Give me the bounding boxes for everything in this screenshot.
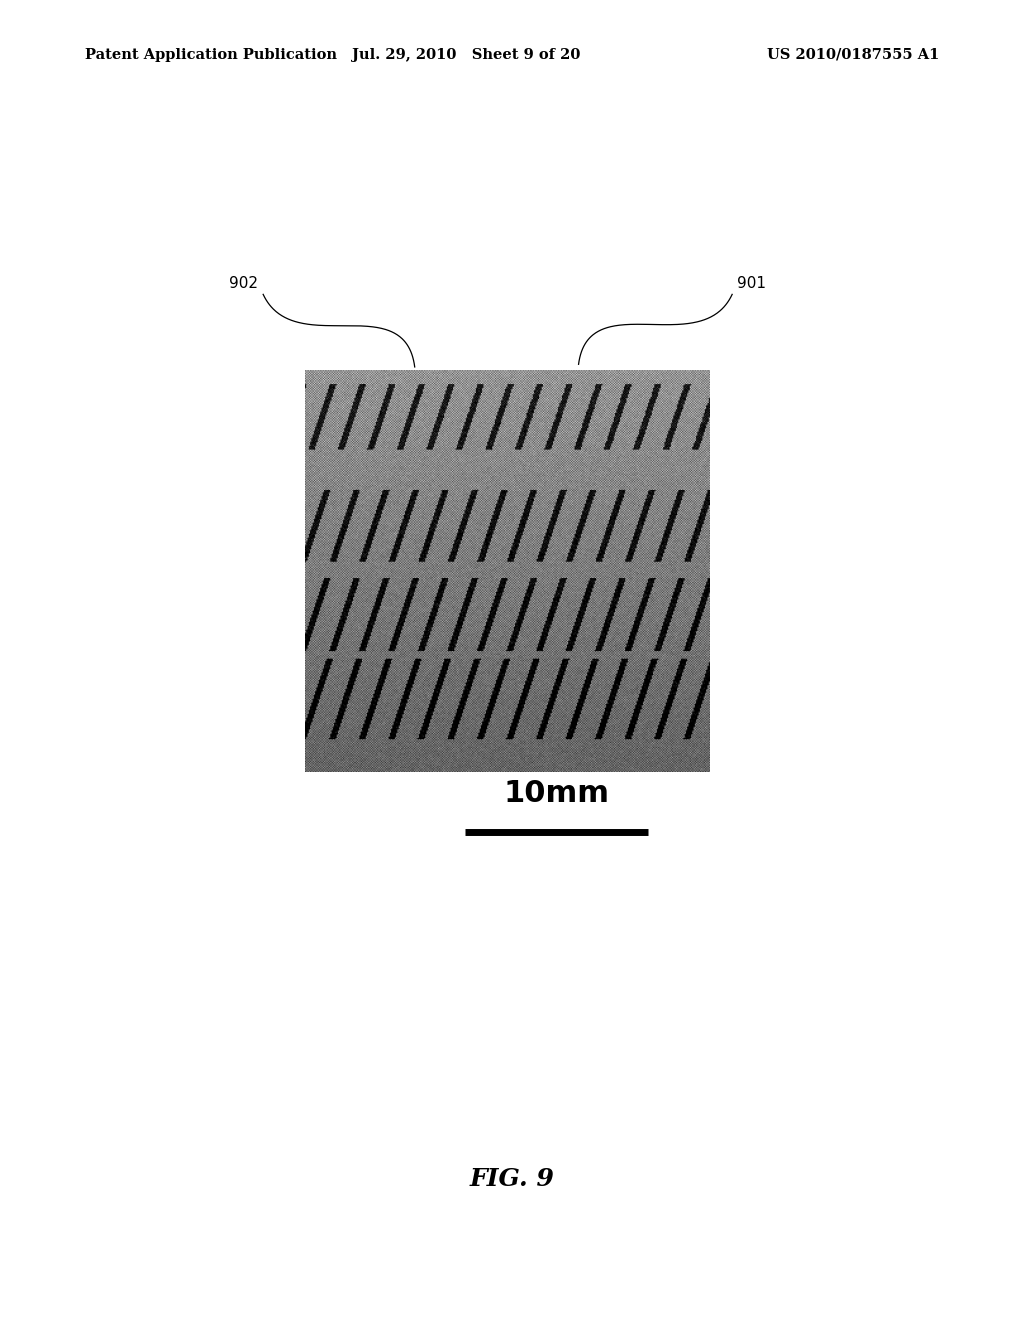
Text: 901: 901 bbox=[737, 276, 766, 292]
Text: US 2010/0187555 A1: US 2010/0187555 A1 bbox=[767, 48, 939, 62]
Text: 10mm: 10mm bbox=[503, 779, 609, 808]
Text: Jul. 29, 2010   Sheet 9 of 20: Jul. 29, 2010 Sheet 9 of 20 bbox=[351, 48, 581, 62]
Text: 902: 902 bbox=[229, 276, 258, 292]
Text: FIG. 9: FIG. 9 bbox=[470, 1167, 554, 1191]
Text: Patent Application Publication: Patent Application Publication bbox=[85, 48, 337, 62]
